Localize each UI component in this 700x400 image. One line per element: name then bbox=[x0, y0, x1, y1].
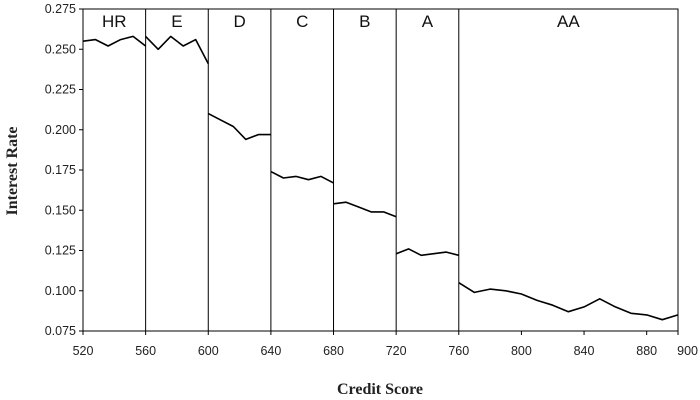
y-tick-label: 0.200 bbox=[45, 123, 76, 137]
x-tick-label: 560 bbox=[135, 344, 156, 358]
x-tick-label: 760 bbox=[448, 344, 469, 358]
x-tick-label: 900 bbox=[677, 344, 698, 358]
interest-rate-line-segment-3 bbox=[207, 112, 271, 141]
interest-rate-line-segment-4 bbox=[270, 170, 334, 184]
grade-label-a: A bbox=[422, 12, 434, 31]
x-tick-label: 800 bbox=[511, 344, 532, 358]
y-tick-label: 0.175 bbox=[45, 163, 76, 177]
y-tick-label: 0.075 bbox=[45, 324, 76, 338]
x-tick-label: 520 bbox=[73, 344, 94, 358]
grade-label-b: B bbox=[359, 12, 370, 31]
grade-label-e: E bbox=[171, 12, 182, 31]
interest-rate-line-segment-1 bbox=[82, 35, 147, 47]
interest-rate-line-segment-5 bbox=[333, 201, 397, 218]
y-tick-label: 0.275 bbox=[45, 2, 76, 16]
y-tick-label: 0.225 bbox=[45, 83, 76, 97]
x-tick-label: 640 bbox=[260, 344, 281, 358]
y-tick-label: 0.100 bbox=[45, 284, 76, 298]
y-tick-label: 0.250 bbox=[45, 42, 76, 56]
x-tick-label: 840 bbox=[574, 344, 595, 358]
plot-area-frame bbox=[82, 8, 679, 332]
grade-label-c: C bbox=[296, 12, 308, 31]
interest-rate-line-segment-2 bbox=[145, 35, 210, 65]
x-tick-label: 720 bbox=[386, 344, 407, 358]
x-axis-title: Credit Score bbox=[337, 381, 423, 398]
grade-label-d: D bbox=[233, 12, 245, 31]
y-tick-label: 0.150 bbox=[45, 203, 76, 217]
grade-label-hr: HR bbox=[102, 12, 127, 31]
x-tick-label: 880 bbox=[636, 344, 657, 358]
grade-label-aa: AA bbox=[557, 12, 580, 31]
interest-rate-line-segment-7 bbox=[458, 282, 679, 321]
interest-rate-line-segment-6 bbox=[395, 248, 459, 257]
x-tick-label: 680 bbox=[323, 344, 344, 358]
x-tick-label: 600 bbox=[198, 344, 219, 358]
y-axis-title: Interest Rate bbox=[4, 126, 21, 215]
y-tick-label: 0.125 bbox=[45, 244, 76, 258]
